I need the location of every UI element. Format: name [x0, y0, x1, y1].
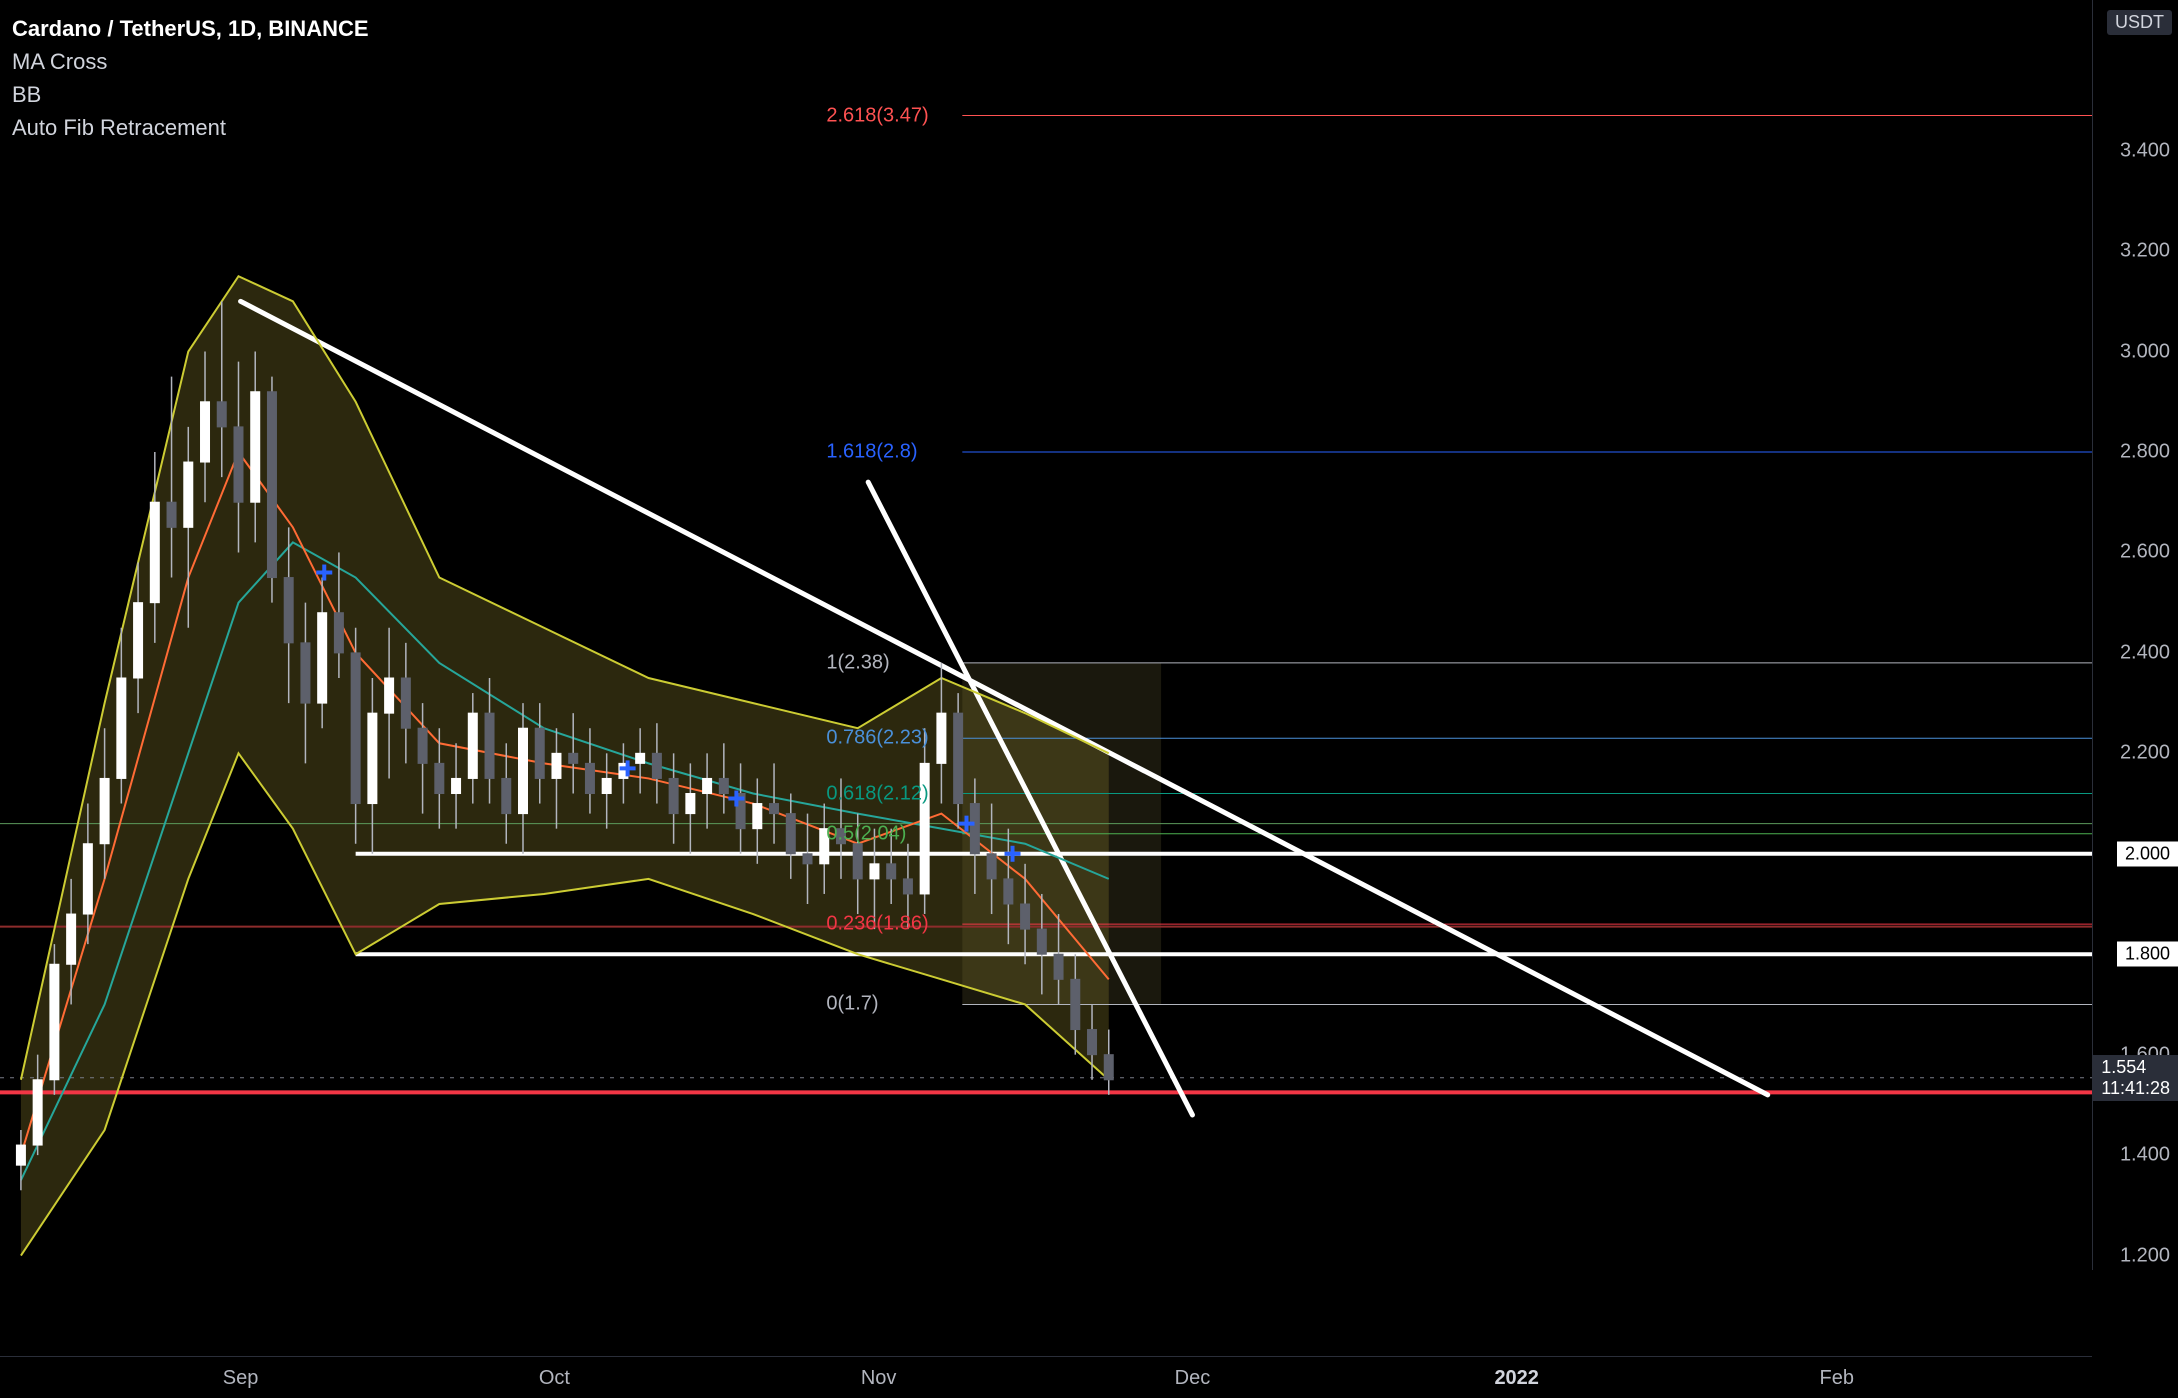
y-axis-tick: 2.400: [2120, 641, 2170, 664]
candle-body: [770, 804, 779, 814]
candle-body: [485, 713, 494, 778]
candle-body: [50, 964, 59, 1080]
x-axis-tick: 2022: [1494, 1367, 1539, 1390]
candle-body: [585, 763, 594, 793]
candle-body: [870, 864, 879, 879]
candle-body: [569, 753, 578, 763]
indicator-fib: Auto Fib Retracement: [12, 111, 369, 144]
price-box: 1.55411:41:28: [2093, 1055, 2178, 1101]
chart-svg: [0, 0, 2178, 1398]
candle-body: [100, 778, 109, 843]
candle-body: [1037, 929, 1046, 954]
x-axis: Sep Oct Nov Dec 2022 Feb: [0, 1356, 2092, 1398]
candle-body: [519, 728, 528, 813]
candle-body: [267, 392, 276, 578]
candle-body: [686, 794, 695, 814]
candle-body: [970, 804, 979, 854]
candle-body: [401, 678, 410, 728]
candle-body: [452, 778, 461, 793]
candle-body: [803, 854, 812, 864]
x-axis-tick: Oct: [539, 1367, 570, 1390]
current-price: 1.554: [2101, 1057, 2170, 1078]
candle-body: [284, 578, 293, 643]
y-axis-tick: 1.400: [2120, 1144, 2170, 1167]
fib-label: 0(1.7): [826, 993, 878, 1016]
y-axis-tick: 2.600: [2120, 541, 2170, 564]
x-axis-tick: Nov: [861, 1367, 897, 1390]
indicator-bb: BB: [12, 78, 369, 111]
candle-body: [535, 728, 544, 778]
y-axis: USDT 3.400 3.200 3.000 2.800 2.600 2.400 2.200…: [2092, 0, 2178, 1270]
countdown: 11:41:28: [2101, 1078, 2170, 1099]
candle-body: [703, 778, 712, 793]
candle-body: [167, 502, 176, 527]
candle-body: [117, 678, 126, 778]
x-axis-tick: Dec: [1175, 1367, 1211, 1390]
candle-body: [234, 427, 243, 502]
candle-body: [954, 713, 963, 803]
candle-body: [1004, 879, 1013, 904]
candle-body: [301, 643, 310, 703]
candle-body: [33, 1080, 42, 1145]
candle-body: [502, 778, 511, 813]
candle-body: [418, 728, 427, 763]
chart-legend: Cardano / TetherUS, 1D, BINANCE MA Cross…: [12, 12, 369, 144]
candle-body: [368, 713, 377, 803]
candle-body: [217, 402, 226, 427]
candle-body: [786, 814, 795, 854]
chart-container: Cardano / TetherUS, 1D, BINANCE MA Cross…: [0, 0, 2178, 1398]
candle-body: [1021, 904, 1030, 929]
candle-body: [937, 713, 946, 763]
candle-body: [669, 778, 678, 813]
fib-label: 0.618(2.12): [826, 782, 928, 805]
candle-body: [719, 778, 728, 793]
y-axis-tick: 3.200: [2120, 240, 2170, 263]
y-axis-tick: 2.200: [2120, 742, 2170, 765]
candle-body: [602, 778, 611, 793]
candle-body: [351, 653, 360, 804]
candle-body: [83, 844, 92, 914]
candle-body: [150, 502, 159, 602]
candle-body: [887, 864, 896, 879]
fib-label: 1.618(2.8): [826, 441, 917, 464]
candle-body: [1104, 1055, 1113, 1080]
y-axis-tick: 3.000: [2120, 340, 2170, 363]
x-axis-tick: Feb: [1820, 1367, 1854, 1390]
fib-label: 1(2.38): [826, 651, 889, 674]
candle-body: [853, 844, 862, 879]
candle-body: [552, 753, 561, 778]
y-axis-tick: 1.200: [2120, 1244, 2170, 1267]
candle-body: [753, 804, 762, 829]
fib-label: 2.618(3.47): [826, 104, 928, 127]
candle-body: [1054, 954, 1063, 979]
candle-body: [903, 879, 912, 894]
candle-body: [1088, 1030, 1097, 1055]
candle-body: [251, 392, 260, 502]
candle-body: [318, 613, 327, 703]
y-axis-tick: 2.800: [2120, 441, 2170, 464]
candle-body: [184, 462, 193, 527]
candle-body: [652, 753, 661, 778]
candle-body: [1071, 979, 1080, 1029]
y-axis-tick: 3.400: [2120, 139, 2170, 162]
fib-label: 0.5(2.04): [826, 822, 906, 845]
y-axis-unit: USDT: [2107, 10, 2172, 35]
line-price-box: 1.800: [2117, 942, 2178, 967]
candle-body: [134, 603, 143, 678]
candle-body: [468, 713, 477, 778]
candle-body: [334, 613, 343, 653]
candle-body: [987, 854, 996, 879]
fib-label: 0.236(1.86): [826, 913, 928, 936]
line-price-box: 2.000: [2117, 841, 2178, 866]
x-axis-tick: Sep: [223, 1367, 259, 1390]
candle-body: [385, 678, 394, 713]
candle-body: [636, 753, 645, 763]
chart-title: Cardano / TetherUS, 1D, BINANCE: [12, 12, 369, 45]
candle-body: [435, 763, 444, 793]
candle-body: [201, 402, 210, 462]
fib-label: 0.786(2.23): [826, 727, 928, 750]
candle-body: [16, 1145, 25, 1165]
indicator-ma-cross: MA Cross: [12, 45, 369, 78]
candle-body: [67, 914, 76, 964]
